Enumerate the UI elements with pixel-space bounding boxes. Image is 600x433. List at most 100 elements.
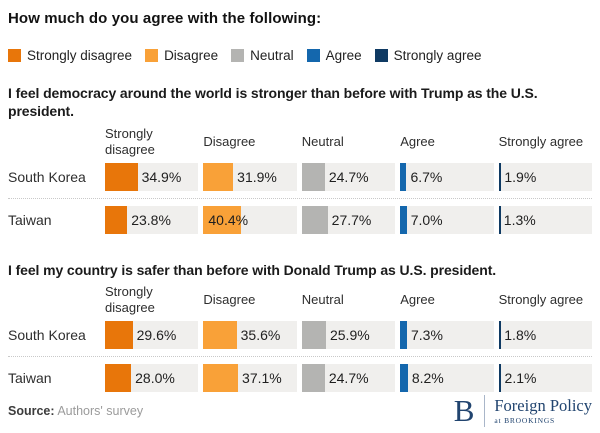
- chart-statement: I feel my country is safer than before w…: [8, 261, 497, 278]
- legend-label: Disagree: [164, 48, 219, 63]
- chart-rows: South Korea 34.9% 31.9% 24.7% 6.7%: [8, 162, 592, 234]
- chart-rows: South Korea 29.6% 35.6% 25.9% 7.3%: [8, 321, 592, 393]
- row-label: Taiwan: [8, 211, 52, 228]
- bar-fill: [400, 364, 408, 393]
- bar-value-label: 2.1%: [504, 370, 537, 387]
- legend-item: Disagree: [145, 48, 218, 63]
- table-row-south-korea: South Korea 29.6% 35.6% 25.9% 7.3%: [8, 321, 592, 350]
- bar-value-label: 7.0%: [410, 211, 443, 228]
- legend-item: Strongly agree: [374, 48, 482, 63]
- legend: Strongly disagree Disagree Neutral Agree…: [8, 48, 592, 63]
- bar-fill: [498, 162, 501, 191]
- bar-track: 25.9%: [301, 321, 396, 350]
- column-header-agree: Agree: [400, 292, 435, 308]
- table-row-taiwan: Taiwan 28.0% 37.1% 24.7% 8.2%: [8, 356, 592, 393]
- column-header-strongly-disagree: Strongly disagree: [105, 125, 155, 157]
- column-header-agree: Agree: [400, 133, 435, 149]
- page-title: How much do you agree with the following…: [8, 10, 322, 27]
- logo-divider: [484, 395, 486, 427]
- column-header-neutral: Neutral: [301, 292, 344, 308]
- bar-value-label: 1.3%: [503, 211, 536, 228]
- logo-subtitle: at BROOKINGS: [494, 416, 556, 425]
- bar-track: 24.7%: [301, 162, 396, 191]
- legend-label: Strongly agree: [393, 48, 482, 63]
- bar-fill: [105, 162, 138, 191]
- table-row-south-korea: South Korea 34.9% 31.9% 24.7% 6.7%: [8, 162, 592, 191]
- row-label: South Korea: [8, 327, 86, 344]
- bar-fill: [105, 364, 132, 393]
- bar-track: 28.0%: [105, 364, 199, 393]
- bar-fill: [498, 364, 501, 393]
- bar-fill: [105, 321, 133, 350]
- bar-fill: [301, 205, 328, 234]
- bar-fill: [203, 205, 242, 234]
- bar-track: 1.3%: [498, 205, 592, 234]
- bar-fill: [400, 321, 407, 350]
- bar-track: 6.7%: [400, 162, 494, 191]
- bar-track: 7.3%: [400, 321, 494, 350]
- chart-section-safety: I feel my country is safer than before w…: [8, 261, 592, 393]
- bar-fill: [301, 364, 325, 393]
- bar-fill: [203, 364, 239, 393]
- bar-value-label: 1.9%: [504, 168, 537, 185]
- bar-track: 1.9%: [498, 162, 592, 191]
- column-header-neutral: Neutral: [301, 133, 344, 149]
- bar-fill: [498, 205, 501, 234]
- legend-item: Agree: [306, 48, 362, 63]
- bar-value-label: 24.7%: [328, 370, 369, 387]
- bar-fill: [301, 162, 325, 191]
- legend-item: Strongly disagree: [8, 48, 132, 63]
- bar-track: 23.8%: [105, 205, 199, 234]
- brookings-foreign-policy-logo: B Foreign Policy at BROOKINGS: [454, 395, 592, 427]
- column-header-strongly-agree: Strongly agree: [498, 292, 584, 308]
- bar-value-label: 25.9%: [329, 327, 370, 344]
- bar-track: 29.6%: [105, 321, 199, 350]
- legend-swatch-neutral: [231, 49, 245, 62]
- legend-swatch-agree: [306, 49, 320, 62]
- bar-track: 27.7%: [301, 205, 396, 234]
- chart-section-democracy: I feel democracy around the world is str…: [8, 84, 592, 234]
- source-note: Source: Authors' survey: [8, 404, 143, 418]
- bar-track: 24.7%: [301, 364, 396, 393]
- row-label: South Korea: [8, 168, 86, 185]
- logo-wordmark: Foreign Policy at BROOKINGS: [494, 397, 592, 425]
- source-label: Source:: [8, 404, 55, 418]
- bar-track: 35.6%: [203, 321, 297, 350]
- legend-label: Strongly disagree: [27, 48, 133, 63]
- bar-track: 8.2%: [400, 364, 494, 393]
- bar-fill: [301, 321, 326, 350]
- bar-fill: [203, 321, 237, 350]
- row-label: Taiwan: [8, 370, 52, 387]
- bar-track: 1.8%: [498, 321, 592, 350]
- bar-fill: [203, 162, 234, 191]
- bar-track: 31.9%: [203, 162, 297, 191]
- bar-track: 40.4%: [203, 205, 297, 234]
- chart-statement: I feel democracy around the world is str…: [8, 85, 538, 120]
- bar-value-label: 1.8%: [504, 327, 537, 344]
- bar-value-label: 24.7%: [328, 168, 369, 185]
- logo-b-initial: B: [453, 393, 475, 428]
- column-header-disagree: Disagree: [203, 133, 256, 149]
- bar-value-label: 37.1%: [242, 370, 282, 387]
- bar-track: 37.1%: [203, 364, 297, 393]
- bar-fill: [400, 162, 407, 191]
- column-headers-row: Strongly disagree Disagree Neutral Agree…: [8, 124, 592, 160]
- bar-value-label: 31.9%: [237, 168, 277, 185]
- legend-swatch-strongly-agree: [374, 49, 388, 62]
- column-headers-row: Strongly disagree Disagree Neutral Agree…: [8, 282, 592, 318]
- bar-fill: [400, 205, 407, 234]
- bar-value-label: 8.2%: [411, 370, 444, 387]
- bar-track: 2.1%: [498, 364, 592, 393]
- column-header-strongly-disagree: Strongly disagree: [105, 284, 155, 316]
- bar-value-label: 23.8%: [131, 211, 171, 228]
- legend-label: Agree: [325, 48, 362, 63]
- bar-value-label: 35.6%: [240, 327, 281, 344]
- bar-value-label: 27.7%: [331, 211, 372, 228]
- legend-item: Neutral: [231, 48, 294, 63]
- bar-value-label: 34.9%: [141, 168, 182, 185]
- footer: Source: Authors' survey B Foreign Policy…: [8, 395, 592, 427]
- bar-fill: [105, 205, 128, 234]
- legend-label: Neutral: [250, 48, 294, 63]
- bar-value-label: 29.6%: [136, 327, 177, 344]
